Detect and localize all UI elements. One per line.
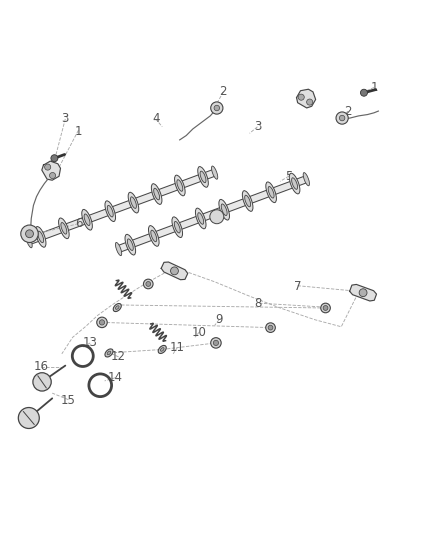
Ellipse shape: [107, 351, 111, 355]
Ellipse shape: [266, 182, 276, 203]
Text: 10: 10: [192, 326, 207, 340]
Circle shape: [25, 230, 33, 238]
Circle shape: [321, 303, 330, 313]
Ellipse shape: [105, 349, 113, 357]
Text: 12: 12: [111, 350, 126, 364]
Circle shape: [45, 164, 51, 170]
Ellipse shape: [158, 345, 166, 353]
Text: 16: 16: [33, 360, 48, 374]
Ellipse shape: [151, 230, 157, 242]
Text: 2: 2: [344, 105, 352, 118]
Circle shape: [99, 320, 105, 325]
Circle shape: [210, 210, 224, 224]
Circle shape: [21, 225, 38, 243]
Circle shape: [97, 317, 107, 328]
Circle shape: [144, 279, 153, 289]
Ellipse shape: [160, 348, 164, 351]
Circle shape: [51, 155, 58, 161]
Ellipse shape: [219, 199, 230, 220]
Ellipse shape: [127, 239, 133, 251]
Text: 5: 5: [285, 170, 293, 183]
Text: 8: 8: [254, 297, 262, 310]
Circle shape: [323, 305, 328, 310]
Circle shape: [214, 105, 219, 111]
Ellipse shape: [116, 306, 119, 309]
Ellipse shape: [245, 195, 251, 207]
Circle shape: [213, 340, 219, 345]
Text: 15: 15: [61, 394, 76, 407]
Ellipse shape: [195, 208, 206, 229]
Ellipse shape: [177, 180, 183, 191]
Ellipse shape: [221, 204, 227, 215]
Ellipse shape: [198, 167, 208, 187]
Ellipse shape: [152, 184, 162, 204]
Ellipse shape: [61, 223, 67, 234]
Text: 4: 4: [152, 111, 159, 125]
Text: 13: 13: [83, 336, 98, 349]
Ellipse shape: [200, 171, 206, 183]
Ellipse shape: [105, 201, 116, 222]
Text: 7: 7: [294, 280, 301, 293]
Ellipse shape: [131, 197, 136, 208]
Circle shape: [49, 173, 56, 179]
Circle shape: [339, 115, 345, 121]
Circle shape: [18, 408, 39, 429]
Ellipse shape: [38, 231, 44, 243]
Ellipse shape: [268, 187, 274, 198]
Circle shape: [359, 289, 367, 297]
Ellipse shape: [303, 173, 310, 186]
Ellipse shape: [212, 166, 218, 179]
Text: 2: 2: [219, 85, 227, 99]
Text: 6: 6: [74, 217, 82, 230]
Text: 3: 3: [254, 120, 261, 133]
Circle shape: [298, 94, 304, 100]
Ellipse shape: [172, 217, 183, 238]
Circle shape: [211, 102, 223, 114]
Ellipse shape: [174, 221, 180, 233]
Ellipse shape: [289, 173, 300, 194]
Circle shape: [33, 373, 51, 391]
Circle shape: [266, 323, 276, 333]
Ellipse shape: [26, 235, 32, 248]
Ellipse shape: [175, 175, 185, 196]
Ellipse shape: [107, 205, 113, 217]
Text: 1: 1: [74, 125, 82, 138]
Text: 11: 11: [170, 341, 185, 354]
Ellipse shape: [198, 213, 204, 224]
Text: 9: 9: [215, 313, 223, 326]
Ellipse shape: [116, 243, 122, 256]
Ellipse shape: [35, 227, 46, 247]
Polygon shape: [350, 285, 377, 301]
Circle shape: [307, 99, 313, 105]
Ellipse shape: [113, 303, 121, 312]
Ellipse shape: [242, 191, 253, 211]
Circle shape: [211, 338, 221, 348]
Circle shape: [360, 89, 367, 96]
Ellipse shape: [82, 209, 92, 230]
Polygon shape: [28, 169, 216, 245]
Ellipse shape: [148, 225, 159, 246]
Ellipse shape: [128, 192, 139, 213]
Ellipse shape: [59, 218, 69, 239]
Circle shape: [268, 325, 273, 330]
Ellipse shape: [84, 214, 90, 225]
Ellipse shape: [125, 235, 136, 255]
Circle shape: [170, 267, 178, 275]
Polygon shape: [161, 262, 188, 280]
Polygon shape: [297, 89, 316, 108]
Ellipse shape: [292, 178, 297, 189]
Text: 14: 14: [108, 372, 123, 384]
Text: 1: 1: [370, 81, 378, 94]
Polygon shape: [117, 176, 307, 252]
Text: 3: 3: [62, 111, 69, 125]
Ellipse shape: [154, 188, 159, 200]
Polygon shape: [42, 161, 60, 180]
Circle shape: [146, 281, 151, 286]
Circle shape: [336, 112, 348, 124]
